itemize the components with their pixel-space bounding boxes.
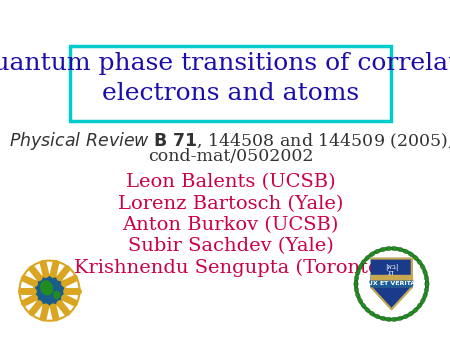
Text: LUX ET VERITAS: LUX ET VERITAS xyxy=(364,282,419,286)
Polygon shape xyxy=(371,259,412,309)
Ellipse shape xyxy=(354,280,358,288)
Ellipse shape xyxy=(425,280,429,288)
Ellipse shape xyxy=(53,291,60,299)
Text: Anton Burkov (UCSB): Anton Burkov (UCSB) xyxy=(122,216,339,234)
Ellipse shape xyxy=(417,259,422,265)
Ellipse shape xyxy=(374,249,381,254)
Ellipse shape xyxy=(391,317,398,321)
Ellipse shape xyxy=(369,251,375,257)
Ellipse shape xyxy=(364,307,370,313)
Ellipse shape xyxy=(361,259,366,265)
Ellipse shape xyxy=(40,280,53,295)
Text: גד: גד xyxy=(388,270,395,276)
Ellipse shape xyxy=(391,246,398,250)
Ellipse shape xyxy=(369,311,375,316)
Ellipse shape xyxy=(364,255,370,261)
Ellipse shape xyxy=(374,314,381,319)
Ellipse shape xyxy=(402,314,409,319)
Ellipse shape xyxy=(413,255,419,261)
Ellipse shape xyxy=(408,311,414,316)
Ellipse shape xyxy=(423,269,428,276)
Ellipse shape xyxy=(413,307,419,313)
Ellipse shape xyxy=(420,264,425,270)
Ellipse shape xyxy=(354,280,358,288)
Text: |אב|: |אב| xyxy=(385,264,398,271)
Ellipse shape xyxy=(396,316,404,320)
Ellipse shape xyxy=(355,286,359,293)
Ellipse shape xyxy=(402,249,409,254)
Ellipse shape xyxy=(420,297,425,304)
Polygon shape xyxy=(369,281,414,287)
Ellipse shape xyxy=(358,297,363,304)
Text: $\it{Physical\ Review}$ $\bf{B\ 71}$, 144508 and 144509 (2005),: $\it{Physical\ Review}$ $\bf{B\ 71}$, 14… xyxy=(9,130,450,152)
Text: Leon Balents (UCSB): Leon Balents (UCSB) xyxy=(126,173,335,191)
Ellipse shape xyxy=(423,292,428,299)
Ellipse shape xyxy=(408,251,414,257)
Ellipse shape xyxy=(396,247,404,252)
Text: cond-mat/0502002: cond-mat/0502002 xyxy=(148,148,313,165)
Ellipse shape xyxy=(424,286,428,293)
Ellipse shape xyxy=(379,247,387,252)
Ellipse shape xyxy=(361,303,366,309)
Text: Lorenz Bartosch (Yale): Lorenz Bartosch (Yale) xyxy=(118,195,343,213)
Ellipse shape xyxy=(356,292,360,299)
Text: Subir Sachdev (Yale): Subir Sachdev (Yale) xyxy=(128,237,333,256)
Ellipse shape xyxy=(356,269,360,276)
Ellipse shape xyxy=(425,280,429,288)
Ellipse shape xyxy=(424,274,428,282)
Text: Quantum phase transitions of correlated
electrons and atoms: Quantum phase transitions of correlated … xyxy=(0,52,450,105)
Ellipse shape xyxy=(417,303,422,309)
Ellipse shape xyxy=(358,264,363,270)
Circle shape xyxy=(34,275,65,307)
Ellipse shape xyxy=(385,246,392,250)
Ellipse shape xyxy=(355,274,359,282)
Text: Krishnendu Sengupta (Toronto): Krishnendu Sengupta (Toronto) xyxy=(74,259,387,277)
Ellipse shape xyxy=(385,317,392,321)
FancyBboxPatch shape xyxy=(70,46,391,121)
Ellipse shape xyxy=(379,316,387,320)
